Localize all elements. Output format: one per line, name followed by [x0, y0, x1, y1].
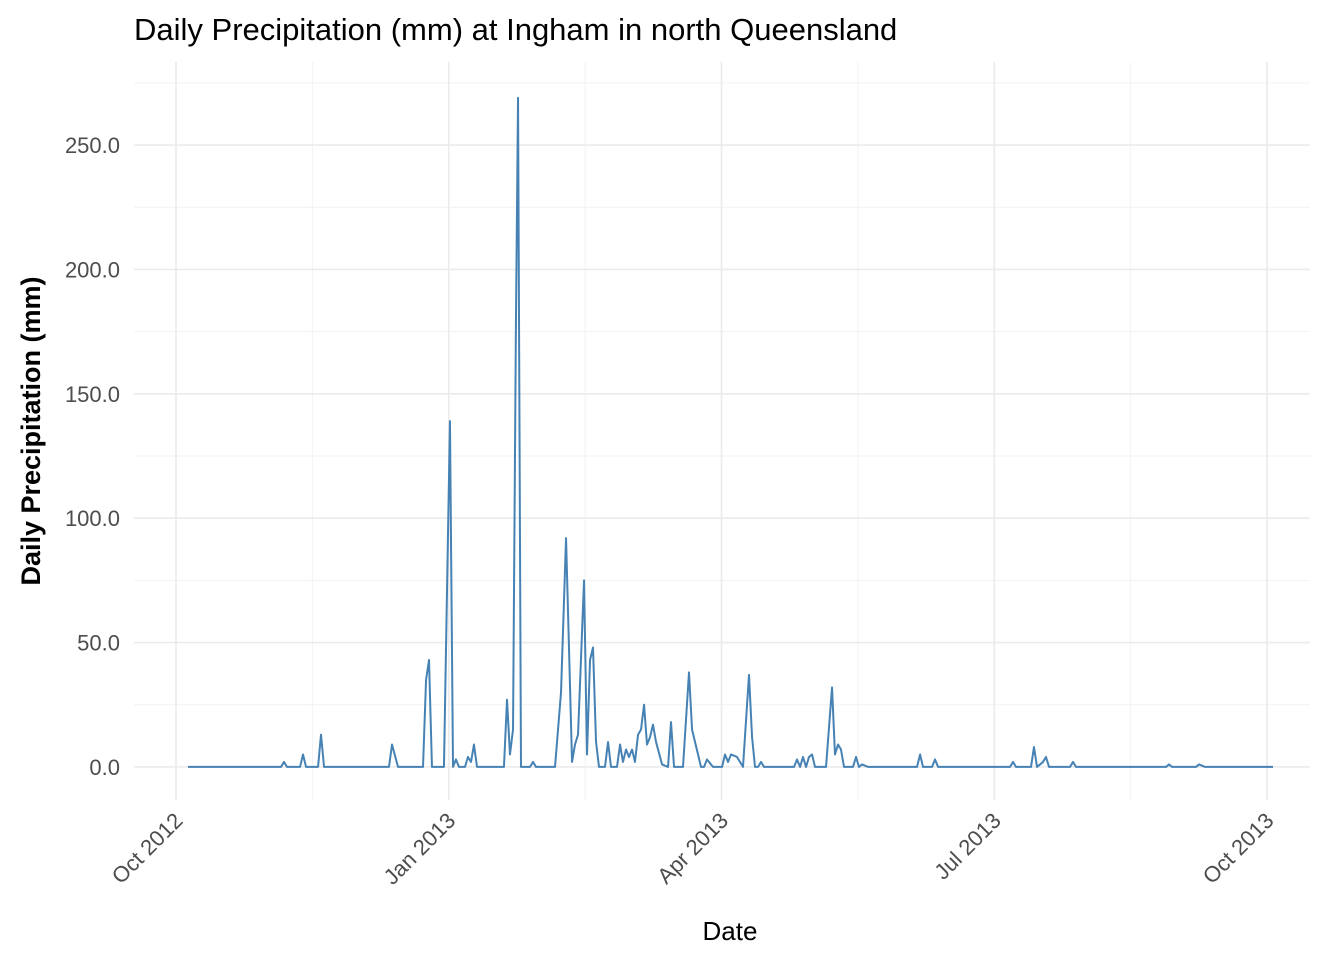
- x-tick-label: Apr 2013: [652, 808, 733, 889]
- x-axis-title: Date: [703, 916, 758, 946]
- chart-title: Daily Precipitation (mm) at Ingham in no…: [134, 12, 897, 47]
- x-tick-label: Oct 2013: [1198, 808, 1279, 889]
- grid: [134, 62, 1310, 800]
- x-tick-label: Jul 2013: [929, 808, 1006, 885]
- y-tick-label: 0.0: [89, 755, 120, 780]
- y-tick-label: 150.0: [65, 382, 120, 407]
- y-axis-title: Daily Precipitation (mm): [16, 276, 46, 585]
- data-line: [188, 96, 1274, 768]
- y-tick-label: 50.0: [77, 631, 120, 656]
- y-tick-label: 100.0: [65, 506, 120, 531]
- x-tick-label: Oct 2012: [107, 808, 188, 889]
- x-tick-label: Jan 2013: [379, 808, 461, 890]
- y-tick-label: 250.0: [65, 133, 120, 158]
- y-tick-label: 200.0: [65, 257, 120, 282]
